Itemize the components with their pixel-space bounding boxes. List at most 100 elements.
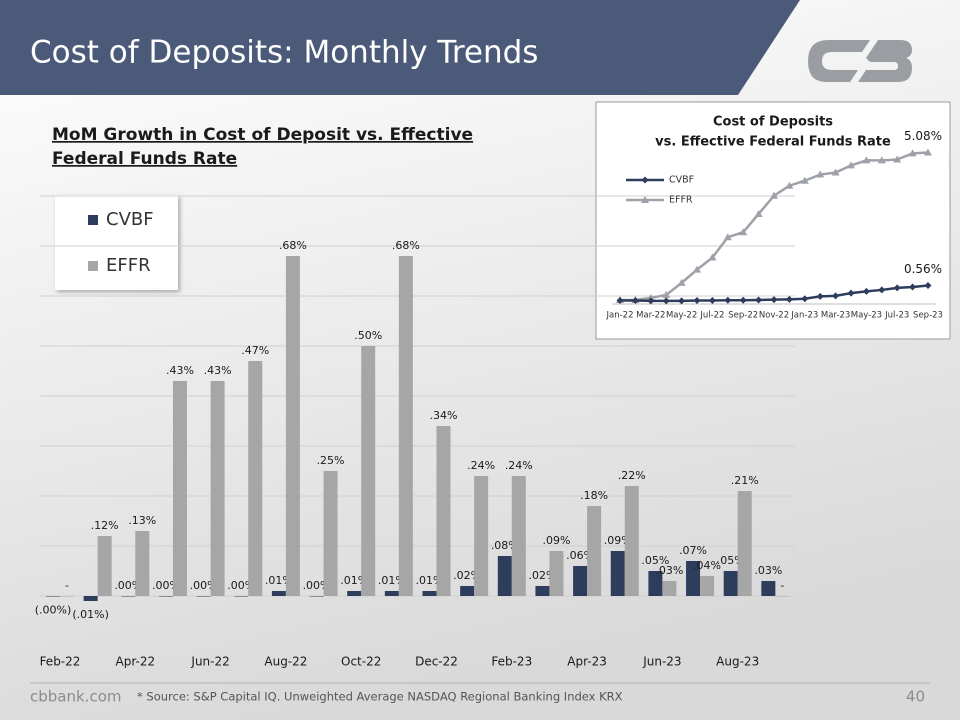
marker <box>816 170 825 178</box>
x-tick-label: Apr-22 <box>116 655 156 669</box>
bar <box>172 381 187 596</box>
bar <box>700 576 715 596</box>
marker <box>724 296 732 304</box>
marker <box>909 283 917 291</box>
data-label: .68% <box>279 239 307 252</box>
data-label: .07% <box>679 544 707 557</box>
data-label: (.01%) <box>72 608 109 621</box>
bar <box>248 361 263 596</box>
marker <box>739 228 748 236</box>
marker <box>662 290 671 298</box>
data-label: (.00%) <box>35 604 72 617</box>
data-label: .05% <box>641 554 669 567</box>
bar <box>573 566 588 596</box>
legend-label: EFFR <box>669 195 693 206</box>
bar <box>535 586 550 596</box>
x-tick-label: Apr-23 <box>567 655 607 669</box>
marker <box>754 209 763 217</box>
data-label: .24% <box>505 459 533 472</box>
footer-source: * Source: S&P Capital IQ. Unweighted Ave… <box>137 690 623 704</box>
marker <box>708 297 716 305</box>
legend-label: EFFR <box>106 255 151 276</box>
data-label: .02% <box>453 569 481 582</box>
marker <box>693 297 701 305</box>
bar <box>384 591 399 596</box>
bar <box>60 596 74 597</box>
data-label: 5.08% <box>904 129 942 143</box>
x-tick-label: Jan-22 <box>606 311 634 321</box>
x-tick-label: Sep-22 <box>728 311 758 321</box>
legend-box <box>55 195 178 290</box>
marker <box>878 286 886 294</box>
bar <box>285 256 300 596</box>
marker <box>816 292 824 300</box>
marker <box>831 168 840 176</box>
bar <box>422 591 437 596</box>
legend-marker <box>641 176 649 184</box>
data-label: .12% <box>91 519 119 532</box>
bar <box>497 556 512 596</box>
bar <box>196 596 211 597</box>
x-tick-label: Nov-22 <box>759 311 789 321</box>
data-label: .00% <box>227 579 255 592</box>
data-label: .18% <box>580 489 608 502</box>
bar <box>271 591 286 596</box>
marker <box>893 284 901 292</box>
data-label: .24% <box>467 459 495 472</box>
data-label: .09% <box>604 534 632 547</box>
data-label: .13% <box>128 514 156 527</box>
bar <box>309 596 324 597</box>
marker <box>801 295 809 303</box>
marker <box>785 295 793 303</box>
bar <box>511 476 526 596</box>
x-tick-label: Jan-23 <box>790 311 818 321</box>
marker <box>924 282 932 290</box>
bar <box>158 596 173 597</box>
data-label: .47% <box>241 344 269 357</box>
chart-title: MoM Growth in Cost of Deposit vs. Effect… <box>52 125 473 145</box>
bar <box>398 256 413 596</box>
marker <box>847 161 855 169</box>
x-tick-label: Sep-23 <box>913 311 943 321</box>
data-label: .03% <box>754 564 782 577</box>
data-label: .04% <box>693 559 721 572</box>
marker <box>677 278 686 286</box>
data-label: .00% <box>152 579 180 592</box>
bar <box>97 536 112 596</box>
bar <box>323 471 338 596</box>
data-label: .50% <box>354 329 382 342</box>
chart-title: Federal Funds Rate <box>52 149 237 169</box>
data-label: .00% <box>303 579 331 592</box>
x-tick-label: Jun-22 <box>190 655 229 669</box>
data-label: .05% <box>717 554 745 567</box>
marker <box>847 289 855 297</box>
marker <box>739 296 747 304</box>
data-label: - <box>65 579 69 592</box>
bar <box>549 551 564 596</box>
data-label: .22% <box>618 469 646 482</box>
marker <box>893 155 902 163</box>
bar <box>761 581 776 596</box>
bar <box>46 596 60 597</box>
legend-swatch <box>88 215 98 225</box>
legend-label: CVBF <box>106 209 154 230</box>
data-label: .00% <box>190 579 218 592</box>
page-number: 40 <box>906 688 925 706</box>
x-tick-label: Mar-22 <box>636 311 665 321</box>
data-label: - <box>780 579 784 592</box>
marker <box>616 297 624 305</box>
bar <box>648 571 663 596</box>
data-label: .01% <box>265 574 293 587</box>
x-tick-label: Jul-22 <box>699 311 724 321</box>
data-label: .01% <box>416 574 444 587</box>
x-tick-label: Aug-23 <box>716 655 759 669</box>
footer-website: cbbank.com <box>30 688 121 706</box>
bar <box>347 591 362 596</box>
x-tick-label: Mar-23 <box>821 311 850 321</box>
data-label: .06% <box>566 549 594 562</box>
data-label: .43% <box>204 364 232 377</box>
bar <box>775 596 790 597</box>
bar <box>436 426 451 596</box>
legend-label: CVBF <box>669 175 694 186</box>
marker <box>662 297 670 305</box>
